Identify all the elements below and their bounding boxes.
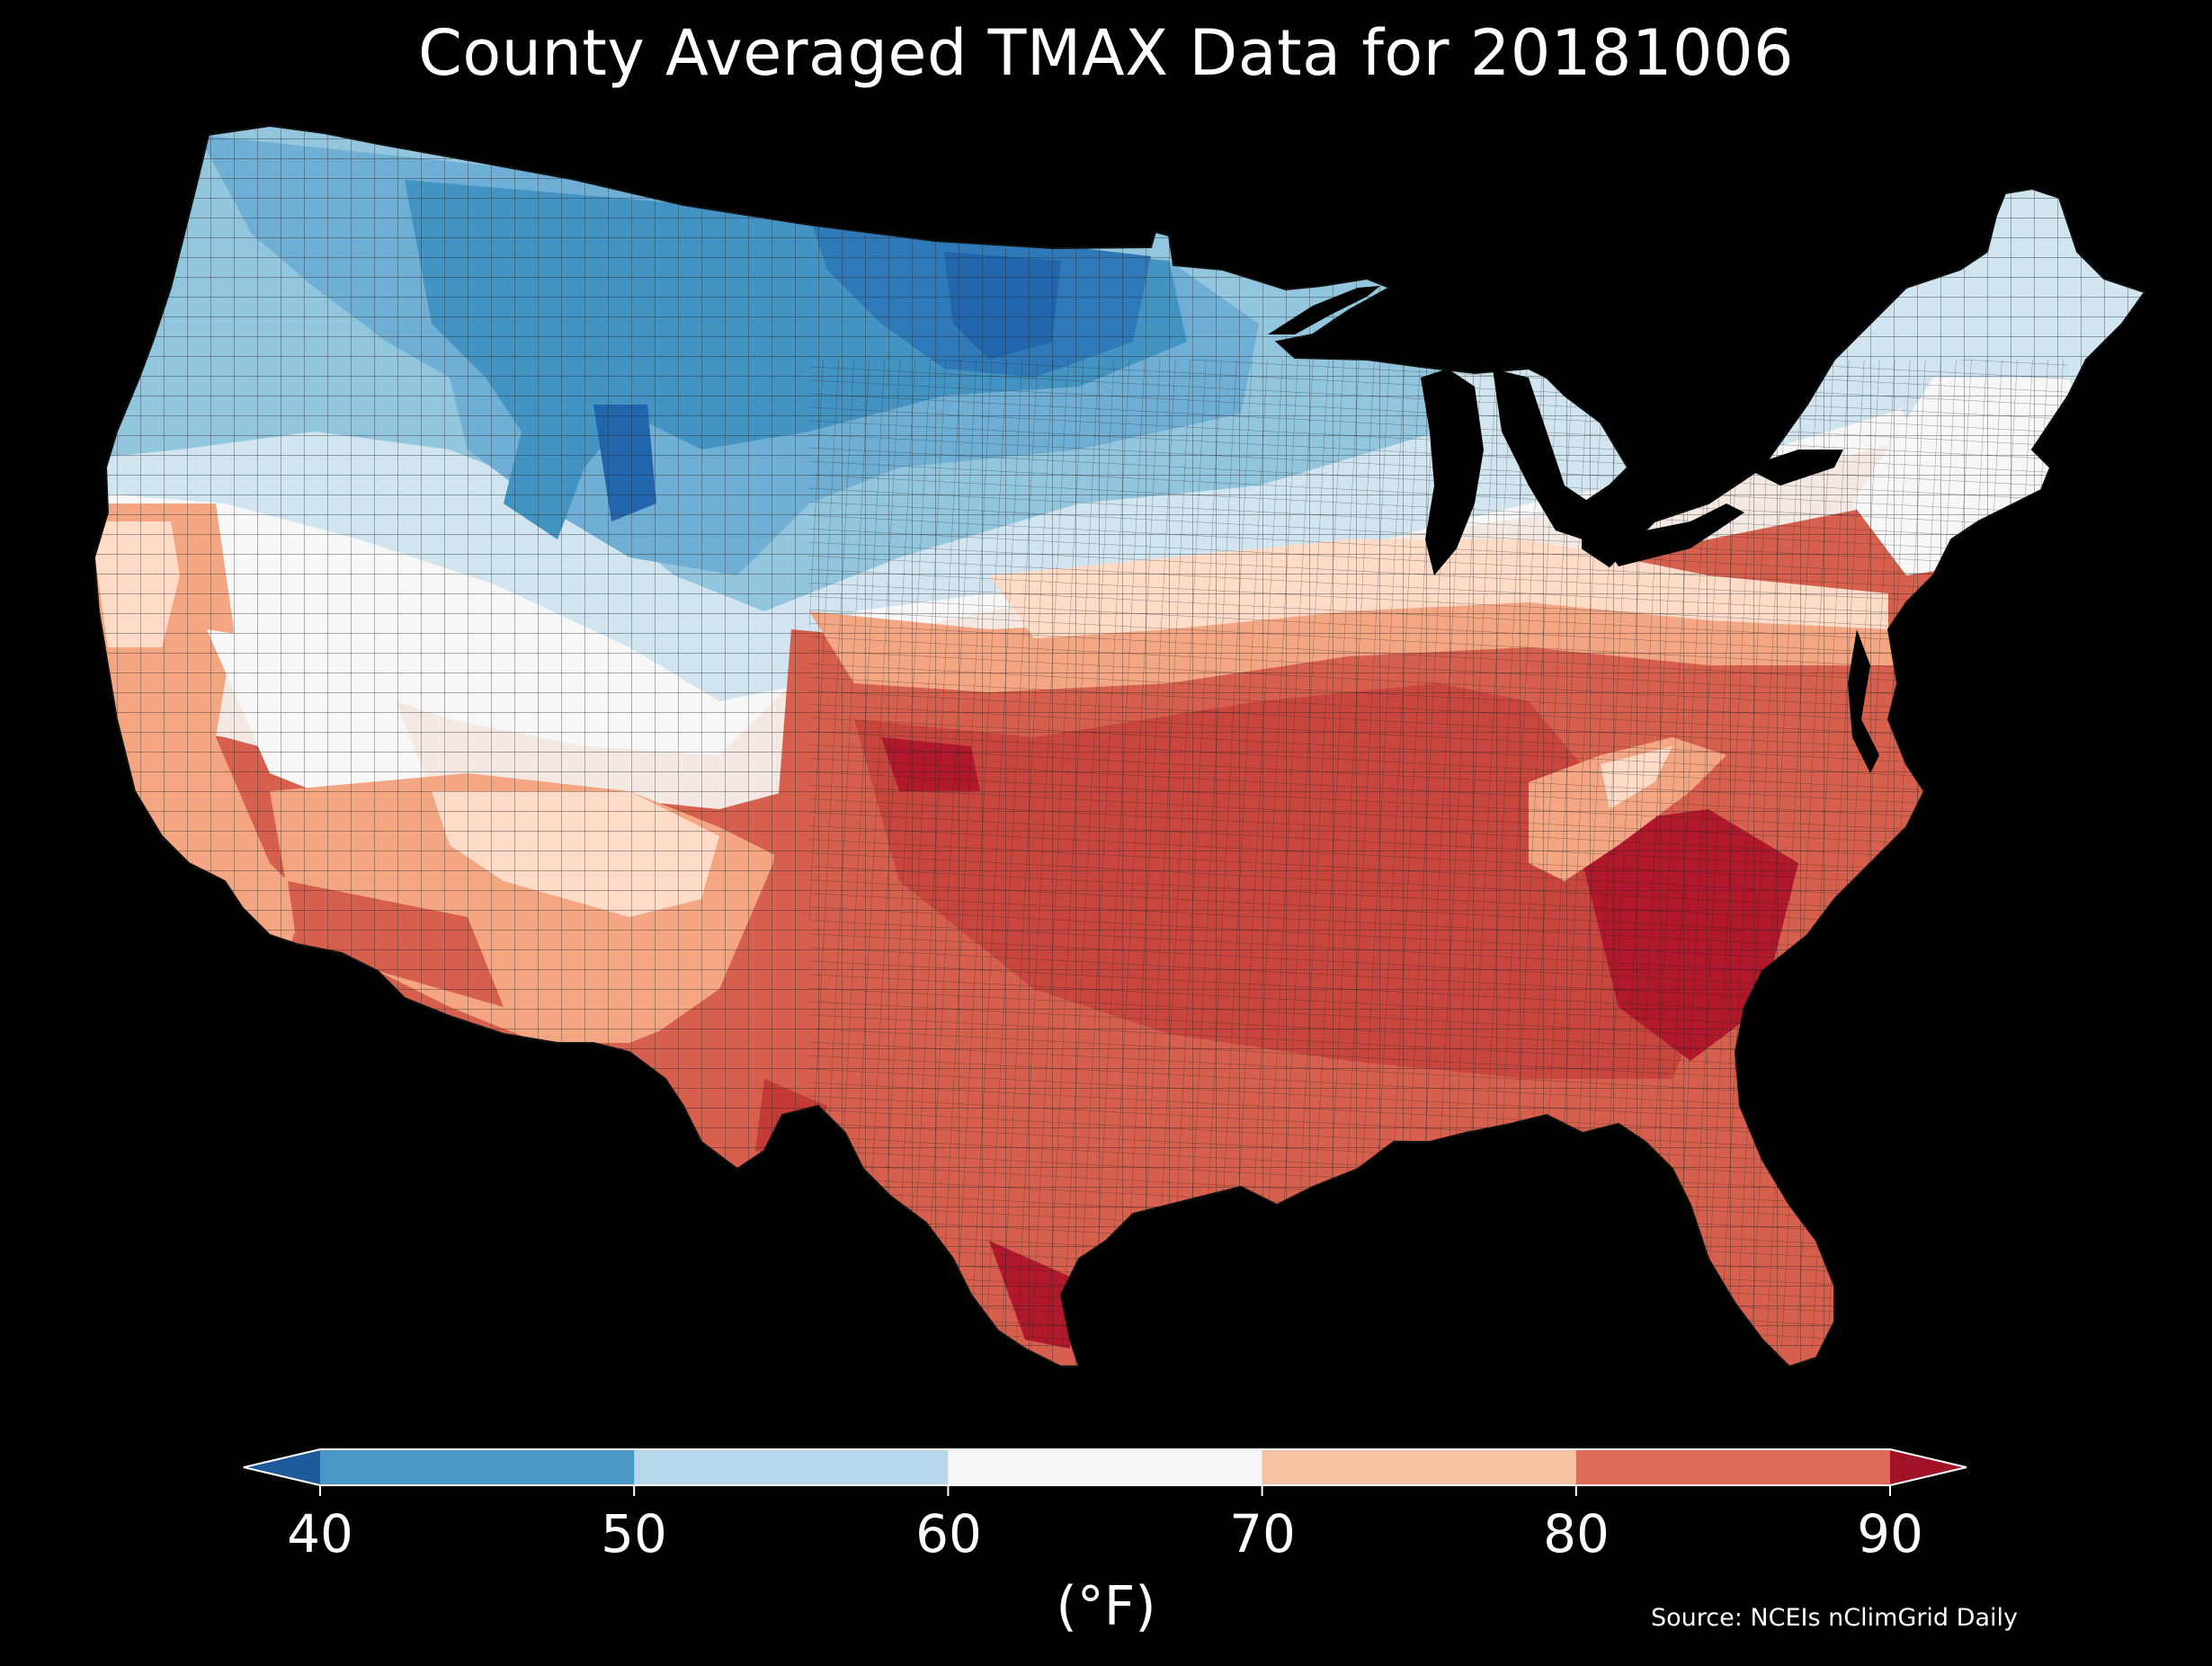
county-temperature-map [94, 125, 2145, 1368]
colorbar-bin-50-60 [634, 1449, 949, 1485]
colorbar-tick-60: 60 [915, 1503, 982, 1564]
chesapeake-bay [1848, 629, 1879, 773]
colorbar-bin-40-50 [320, 1449, 635, 1485]
source-credit: Source: NCEIs nClimGrid Daily [1651, 1604, 2018, 1632]
colorbar-bin-80-90 [1575, 1449, 1891, 1485]
colorbar-units-label: (°F) [1056, 1575, 1156, 1638]
colorbar-bin-60-70 [948, 1449, 1263, 1485]
colorbar-tick-40: 40 [287, 1503, 353, 1564]
colorbar-under-arrow [244, 1449, 320, 1485]
colorbar-tick-80: 80 [1543, 1503, 1610, 1564]
colorbar-over-arrow [1890, 1449, 1967, 1485]
colorbar-tick-70: 70 [1229, 1503, 1296, 1564]
great-lakes [1268, 286, 1843, 575]
colorbar-bin-70-80 [1262, 1449, 1577, 1485]
colorbar-tick-90: 90 [1857, 1503, 1923, 1564]
colorbar-tick-50: 50 [601, 1503, 667, 1564]
map-title: County Averaged TMAX Data for 20181006 [417, 16, 1795, 90]
